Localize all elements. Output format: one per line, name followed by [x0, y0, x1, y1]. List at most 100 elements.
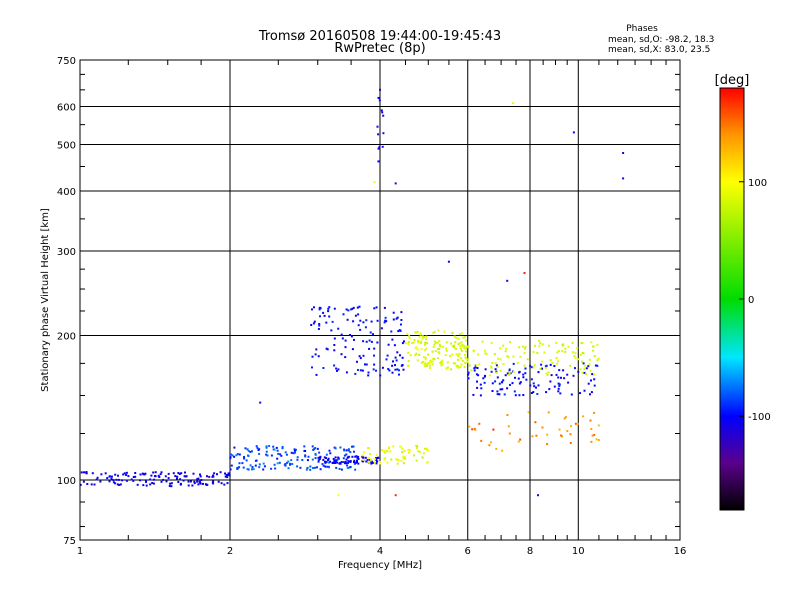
data-point [505, 347, 508, 350]
x-tick-label: 1 [77, 546, 83, 557]
phases-x-stats: mean, sd,X: 83.0, 23.5 [608, 45, 710, 55]
data-point [110, 477, 113, 480]
data-point [106, 477, 109, 480]
data-point [394, 356, 397, 359]
data-point [545, 364, 548, 367]
data-point [315, 373, 318, 376]
data-point [291, 463, 294, 465]
data-point [379, 460, 382, 463]
data-point [483, 375, 486, 378]
data-point [327, 307, 330, 310]
data-point [522, 394, 525, 396]
data-point [284, 451, 287, 454]
data-point [402, 457, 405, 460]
data-point [187, 484, 190, 487]
data-point [304, 455, 307, 458]
data-point [370, 320, 373, 323]
data-point [351, 455, 354, 458]
data-point [394, 494, 397, 497]
data-point [142, 473, 145, 476]
data-point [139, 473, 142, 476]
data-point [482, 377, 485, 380]
data-point [238, 453, 241, 456]
data-point [281, 447, 284, 450]
data-point [452, 362, 455, 365]
data-point [519, 355, 522, 358]
data-point [347, 460, 350, 463]
data-point [465, 347, 468, 350]
data-point [455, 336, 458, 339]
data-point [593, 373, 595, 376]
data-point [483, 381, 486, 384]
data-point [460, 363, 463, 366]
data-point [356, 456, 359, 459]
data-point [562, 369, 565, 372]
data-point [352, 445, 355, 448]
data-point [134, 475, 137, 478]
data-point [457, 337, 460, 340]
data-point [354, 455, 357, 458]
data-point [183, 475, 186, 478]
data-point [206, 483, 209, 486]
data-point [337, 457, 340, 460]
data-point [397, 459, 400, 461]
data-point [358, 305, 361, 308]
data-point [571, 351, 574, 354]
data-point [529, 384, 532, 387]
data-point [560, 434, 562, 437]
data-point [464, 353, 467, 356]
data-point [283, 464, 286, 467]
data-point [423, 336, 426, 339]
data-point [184, 471, 186, 474]
data-point [364, 326, 367, 329]
data-point [372, 333, 374, 336]
data-point [351, 445, 353, 448]
data-point [380, 109, 383, 112]
data-point [224, 472, 226, 475]
x-tick-label: 6 [465, 546, 471, 557]
data-point [383, 450, 385, 453]
data-point [322, 311, 325, 314]
data-point [316, 447, 319, 450]
data-point [377, 160, 380, 163]
data-point [373, 354, 375, 357]
data-point [367, 374, 370, 377]
data-point [314, 353, 317, 356]
data-point [546, 443, 549, 446]
data-point [139, 479, 142, 482]
data-point [365, 319, 368, 322]
data-point [516, 362, 519, 364]
data-point [512, 370, 515, 373]
data-point [117, 474, 119, 477]
data-point [480, 387, 483, 390]
data-point [350, 308, 353, 311]
data-point [416, 359, 419, 362]
data-point [276, 457, 279, 460]
data-point [319, 307, 322, 310]
data-point [332, 462, 335, 464]
data-point [255, 459, 258, 462]
data-point [247, 454, 249, 457]
data-point [177, 472, 180, 474]
data-point [576, 422, 579, 425]
data-point [435, 342, 437, 344]
data-point [149, 483, 152, 486]
data-point [262, 468, 265, 471]
data-point [230, 453, 232, 456]
data-point [492, 428, 495, 431]
data-point [432, 331, 435, 334]
data-point [454, 348, 457, 350]
data-point [408, 334, 411, 337]
data-point [461, 332, 464, 335]
data-point [496, 376, 499, 379]
data-point [491, 362, 494, 364]
data-point [334, 462, 336, 464]
data-point [256, 447, 259, 449]
data-point [381, 145, 384, 148]
data-point [334, 447, 337, 450]
data-point [328, 315, 331, 318]
data-point [184, 475, 187, 478]
data-point [327, 461, 330, 464]
data-point [463, 347, 466, 350]
data-point [212, 475, 215, 478]
